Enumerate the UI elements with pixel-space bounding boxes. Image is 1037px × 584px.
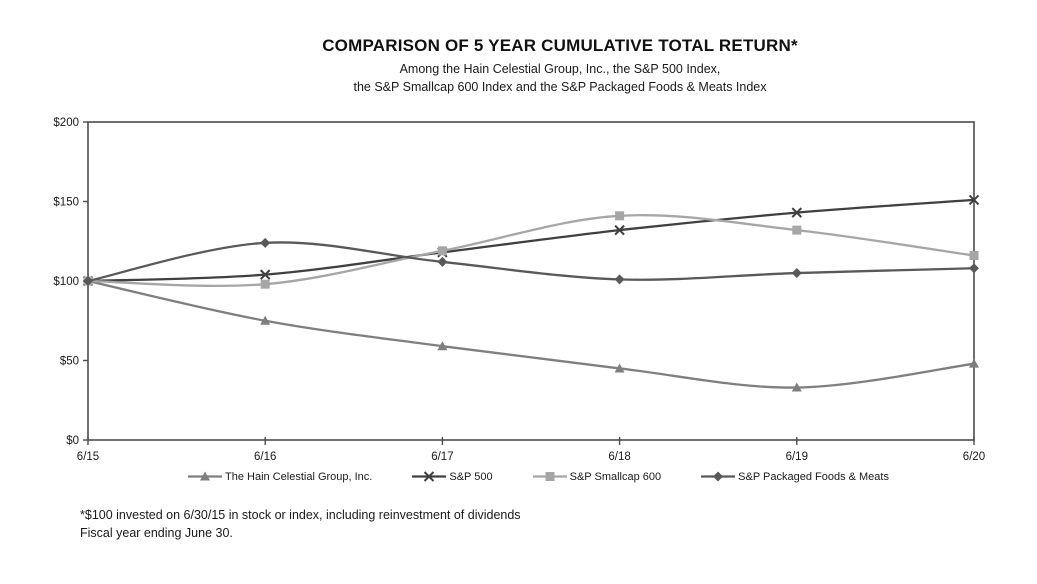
x-tick-label: 6/15 [77, 451, 99, 463]
chart-footnote-line2: Fiscal year ending June 30. [80, 526, 233, 540]
data-point-square-marker-icon [437, 246, 447, 256]
legend-swatch [532, 472, 567, 481]
x-tick-label: 6/16 [254, 451, 276, 463]
series-line [86, 279, 976, 389]
legend-label: The Hain Celestial Group, Inc. [225, 470, 373, 483]
data-point-square-marker-icon [969, 251, 979, 261]
data-point-x-marker-icon [614, 224, 625, 236]
data-point-x-marker-icon [968, 194, 980, 206]
data-point-diamond-marker-icon [83, 276, 93, 286]
legend-item: The Hain Celestial Group, Inc. [188, 470, 372, 483]
y-tick-label: $50 [60, 356, 79, 368]
data-point-diamond-marker-icon [614, 274, 625, 285]
x-tick-label: 6/19 [786, 451, 808, 463]
data-point-triangle-marker-icon [437, 341, 448, 351]
series-line [86, 241, 976, 283]
legend-x-marker-icon [424, 471, 435, 482]
y-tick-label: $0 [66, 435, 79, 447]
data-point-diamond-marker-icon [260, 237, 271, 248]
plot-border [87, 121, 975, 441]
legend-item: S&P Smallcap 600 [532, 470, 662, 483]
legend-label: S&P Smallcap 600 [569, 470, 662, 483]
x-tick-label: 6/20 [963, 451, 985, 463]
series-line [86, 198, 976, 283]
series-line [86, 214, 976, 288]
data-point-triangle-marker-icon [969, 358, 979, 368]
legend-item: S&P 500 [412, 470, 493, 483]
legend-diamond-marker-icon [713, 471, 724, 482]
data-point-diamond-marker-icon [969, 263, 979, 274]
chart-subtitle-line1: Among the Hain Celestial Group, Inc., th… [399, 62, 721, 76]
chart-subtitle-line2: the S&P Smallcap 600 Index and the S&P P… [353, 80, 767, 94]
legend-swatch [412, 471, 447, 482]
legend-item: S&P Packaged Foods & Meats [701, 470, 889, 483]
y-tick-label: $100 [53, 276, 79, 288]
data-point-x-marker-icon [791, 207, 803, 218]
data-point-square-marker-icon [615, 211, 625, 221]
legend-swatch [188, 471, 223, 481]
x-tick-label: 6/17 [431, 451, 453, 463]
data-point-x-marker-icon [259, 269, 271, 280]
chart-title: COMPARISON OF 5 YEAR CUMULATIVE TOTAL RE… [322, 36, 798, 55]
data-point-square-marker-icon [792, 225, 802, 235]
data-point-diamond-marker-icon [437, 256, 448, 267]
data-point-diamond-marker-icon [791, 268, 802, 279]
legend-square-marker-icon [545, 472, 555, 481]
legend-triangle-marker-icon [200, 471, 211, 481]
chart-footnote-line1: *$100 invested on 6/30/15 in stock or in… [80, 508, 521, 522]
data-point-square-marker-icon [260, 279, 270, 289]
legend-swatch [701, 471, 736, 482]
x-tick-label: 6/18 [608, 451, 630, 463]
y-tick-label: $200 [53, 117, 79, 129]
legend-label: S&P Packaged Foods & Meats [738, 470, 889, 483]
y-tick-label: $150 [53, 197, 79, 209]
chart-legend: The Hain Celestial Group, Inc. S&P 500 S&P… [20, 470, 1037, 483]
data-point-triangle-marker-icon [791, 382, 802, 392]
data-point-triangle-marker-icon [614, 363, 625, 373]
legend-label: S&P 500 [449, 470, 493, 483]
data-point-triangle-marker-icon [260, 315, 271, 325]
